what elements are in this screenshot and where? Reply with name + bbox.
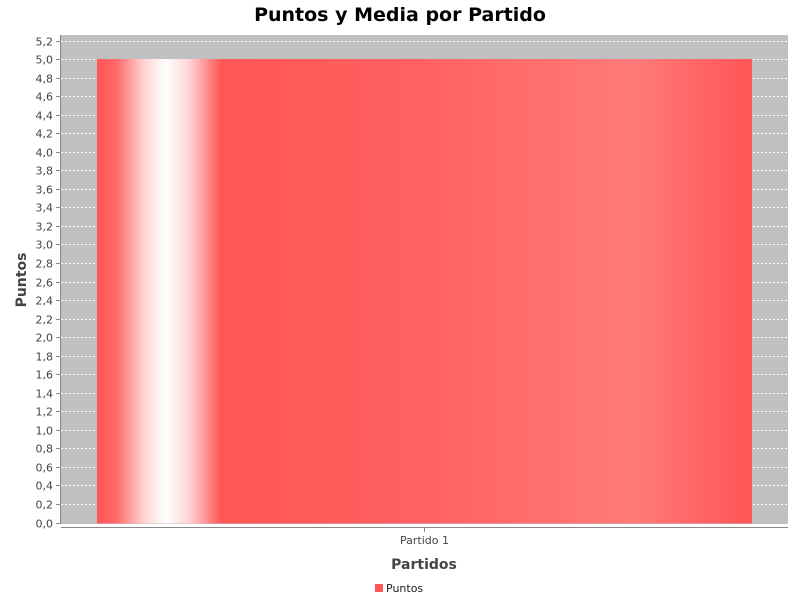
y-tick-label: 2,0 [36, 332, 54, 345]
y-axis-label: Puntos [14, 253, 30, 308]
x-axis-ticks: Partido 1 [400, 528, 449, 547]
x-tick-label: Partido 1 [400, 534, 449, 547]
legend-label: Puntos [386, 582, 423, 595]
y-tick-label: 0,8 [36, 443, 54, 456]
y-tick-label: 4,4 [36, 110, 54, 123]
chart-title: Puntos y Media por Partido [254, 4, 546, 26]
y-tick-label: 3,6 [36, 184, 54, 197]
x-axis-label: Partidos [391, 557, 457, 573]
y-tick-label: 5,0 [36, 54, 54, 67]
legend-swatch [375, 584, 383, 592]
y-tick-label: 2,4 [36, 295, 54, 308]
y-tick-label: 3,4 [36, 202, 54, 215]
y-tick-label: 1,8 [36, 351, 54, 364]
y-tick-label: 4,6 [36, 91, 54, 104]
y-tick-label: 4,0 [36, 147, 54, 160]
bar-puntos-1 [97, 59, 752, 524]
y-tick-label: 1,0 [36, 425, 54, 438]
y-tick-label: 2,2 [36, 314, 54, 327]
y-tick-label: 1,6 [36, 369, 54, 382]
y-axis-ticks: 0,0 0,2 0,4 0,6 0,8 1,0 1,2 1,4 1,6 1,8 2,0 2,2 2,4 2… [36, 36, 60, 531]
y-tick-label: 3,2 [36, 221, 54, 234]
y-tick-label: 0,2 [36, 499, 54, 512]
y-tick-label: 0,4 [36, 480, 54, 493]
y-tick-label: 1,4 [36, 388, 54, 401]
y-tick-label: 4,8 [36, 73, 54, 86]
y-tick-label: 0,0 [36, 518, 54, 531]
y-tick-label: 4,2 [36, 128, 54, 141]
y-tick-label: 3,0 [36, 239, 54, 252]
y-tick-label: 2,6 [36, 277, 54, 290]
y-tick-label: 5,2 [36, 36, 54, 49]
y-tick-label: 2,8 [36, 258, 54, 271]
y-tick-label: 3,8 [36, 165, 54, 178]
legend: Puntos [375, 582, 423, 595]
bars [97, 59, 752, 524]
y-tick-label: 1,2 [36, 406, 54, 419]
y-tick-label: 0,6 [36, 462, 54, 475]
